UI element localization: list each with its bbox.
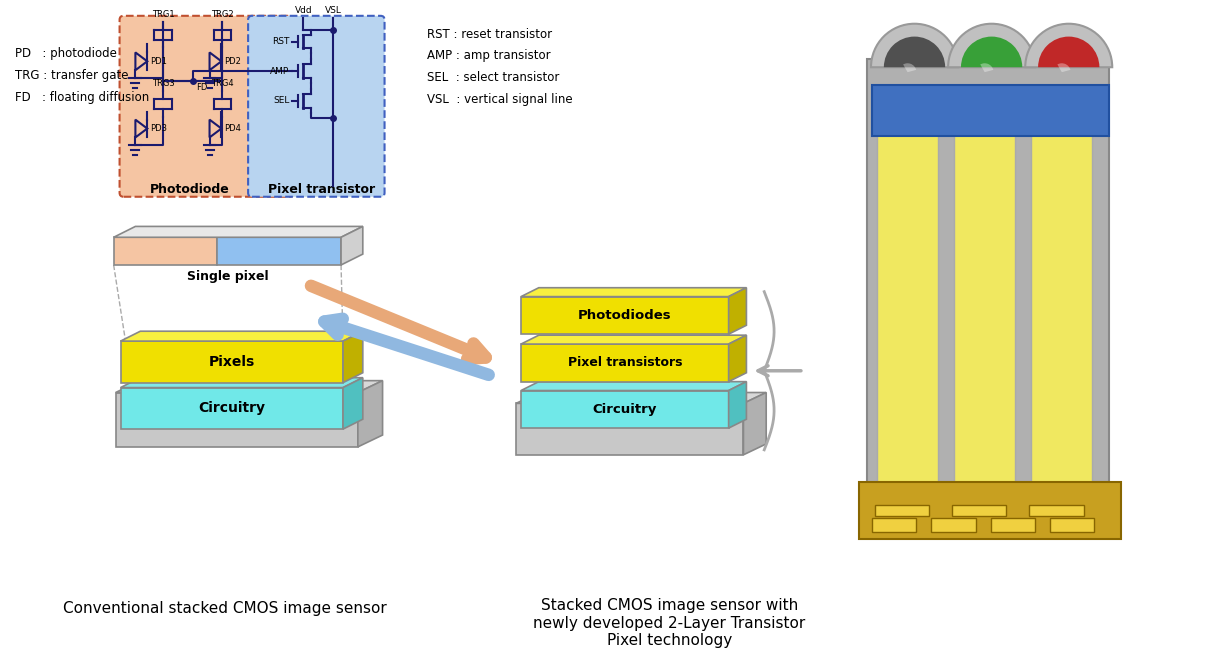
- Polygon shape: [113, 226, 362, 238]
- Polygon shape: [516, 393, 766, 403]
- Text: Circuitry: Circuitry: [592, 403, 657, 416]
- Text: PD3: PD3: [151, 124, 168, 133]
- Wedge shape: [871, 24, 958, 67]
- Text: Circuitry: Circuitry: [198, 401, 265, 415]
- Polygon shape: [728, 335, 747, 381]
- Text: AMP : amp transistor: AMP : amp transistor: [427, 50, 551, 63]
- Text: PD1: PD1: [151, 57, 167, 66]
- Wedge shape: [903, 63, 916, 72]
- Text: PD2: PD2: [225, 57, 241, 66]
- Text: Conventional stacked CMOS image sensor: Conventional stacked CMOS image sensor: [62, 601, 387, 616]
- Bar: [867, 59, 1109, 534]
- Wedge shape: [961, 36, 1023, 67]
- Text: Vdd: Vdd: [294, 6, 313, 15]
- Text: RST : reset transistor: RST : reset transistor: [427, 28, 552, 41]
- Polygon shape: [116, 381, 383, 393]
- Bar: [877, 114, 939, 500]
- Bar: [116, 393, 358, 447]
- Bar: [516, 403, 743, 455]
- Bar: [955, 114, 1015, 500]
- Text: SEL  : select transistor: SEL : select transistor: [427, 71, 559, 84]
- Polygon shape: [520, 381, 747, 391]
- Text: Stacked CMOS image sensor with
newly developed 2-Layer Transistor
Pixel technolo: Stacked CMOS image sensor with newly dev…: [533, 598, 805, 648]
- Text: Pixels: Pixels: [209, 355, 255, 369]
- FancyBboxPatch shape: [119, 16, 293, 197]
- Polygon shape: [340, 226, 362, 265]
- Bar: [1049, 518, 1094, 532]
- Text: FD: FD: [196, 83, 207, 92]
- Text: FD   : floating diffusion: FD : floating diffusion: [15, 91, 150, 104]
- Polygon shape: [743, 393, 766, 455]
- FancyBboxPatch shape: [248, 16, 384, 197]
- Bar: [113, 238, 218, 265]
- Text: Pixel transistor: Pixel transistor: [268, 183, 375, 196]
- Polygon shape: [358, 381, 383, 447]
- Text: TRG : transfer gate: TRG : transfer gate: [15, 69, 128, 82]
- Polygon shape: [520, 335, 747, 344]
- Text: PD4: PD4: [225, 124, 241, 133]
- Text: AMP: AMP: [270, 67, 289, 76]
- Polygon shape: [728, 381, 747, 428]
- Text: TRG2: TRG2: [212, 10, 233, 18]
- Text: TRG3: TRG3: [152, 79, 174, 88]
- Text: Single pixel: Single pixel: [186, 271, 269, 283]
- Polygon shape: [520, 288, 747, 296]
- Text: Photodiodes: Photodiodes: [578, 309, 671, 322]
- Wedge shape: [1038, 36, 1099, 67]
- Bar: [218, 238, 340, 265]
- Wedge shape: [884, 36, 945, 67]
- Text: VSL  : vertical signal line: VSL : vertical signal line: [427, 93, 573, 106]
- Wedge shape: [1025, 24, 1113, 67]
- Bar: [120, 341, 343, 383]
- Polygon shape: [343, 331, 362, 383]
- Text: TRG4: TRG4: [212, 79, 233, 88]
- Bar: [872, 85, 1109, 137]
- Bar: [1031, 114, 1092, 500]
- Polygon shape: [120, 331, 362, 341]
- Bar: [520, 391, 728, 428]
- Bar: [872, 518, 917, 532]
- Polygon shape: [728, 288, 747, 334]
- Bar: [1029, 506, 1083, 516]
- Bar: [520, 296, 728, 334]
- Text: VSL: VSL: [325, 6, 342, 15]
- Wedge shape: [980, 63, 993, 72]
- Bar: [991, 518, 1035, 532]
- Text: Photodiode: Photodiode: [150, 183, 230, 196]
- Wedge shape: [1058, 63, 1070, 72]
- Text: PD   : photodiode: PD : photodiode: [15, 48, 117, 61]
- Text: TRG1: TRG1: [152, 10, 174, 18]
- Bar: [120, 387, 343, 429]
- Text: SEL: SEL: [274, 96, 289, 106]
- Bar: [876, 506, 929, 516]
- Bar: [931, 518, 975, 532]
- Text: Pixel transistors: Pixel transistors: [568, 356, 682, 370]
- Wedge shape: [948, 24, 1035, 67]
- Polygon shape: [120, 378, 362, 387]
- Bar: [860, 482, 1121, 539]
- Text: RST: RST: [272, 37, 289, 46]
- Bar: [520, 344, 728, 381]
- Bar: [952, 506, 1007, 516]
- Polygon shape: [343, 378, 362, 429]
